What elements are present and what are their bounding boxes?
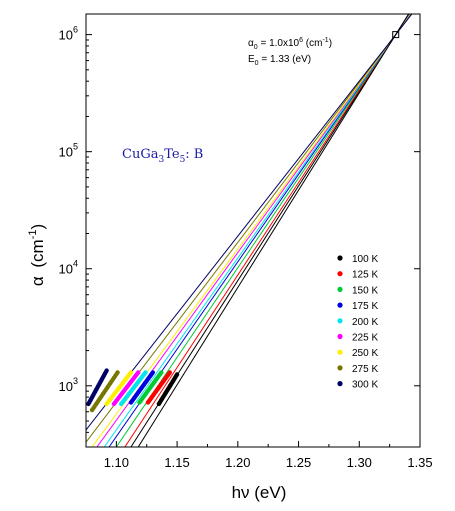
legend-marker-275-k bbox=[337, 365, 343, 371]
x-tick-label: 1.25 bbox=[286, 455, 311, 470]
legend-label: 275 K bbox=[352, 364, 378, 375]
y-tick-label: 106 bbox=[59, 25, 78, 43]
alpha0-unit-close: ) bbox=[329, 38, 332, 49]
alpha0-annotation: α0 = 1.0x106 (cm-1) bbox=[248, 37, 332, 51]
data-point bbox=[128, 370, 134, 375]
y-tick-label: 105 bbox=[59, 142, 78, 160]
alpha0-mid: = 1.0x10 bbox=[258, 38, 300, 49]
sample-label-main: CuGa bbox=[122, 147, 159, 162]
data-series-175-k bbox=[128, 370, 155, 405]
fit-line-extra bbox=[137, 14, 410, 447]
sample-label-sub1: 3 bbox=[158, 155, 164, 165]
legend-label: 250 K bbox=[352, 348, 378, 359]
e0-prefix: E bbox=[248, 54, 255, 65]
y-axis-title-unit-close: ) bbox=[28, 224, 47, 230]
e0-annotation: E0 = 1.33 (eV) bbox=[248, 54, 311, 67]
legend: 100 K 125 K 150 K 175 K 200 K 225 K 250 K 275 K… bbox=[337, 254, 378, 391]
x-axis-title: hν (eV) bbox=[232, 483, 287, 502]
legend-label: 200 K bbox=[352, 317, 378, 328]
data-series-225-k bbox=[111, 370, 141, 407]
sample-label-mid: Te bbox=[164, 147, 180, 162]
data-series-300-k bbox=[86, 368, 109, 407]
data-point bbox=[174, 372, 180, 377]
y-axis-title-unit: (cm bbox=[28, 239, 47, 267]
y-axis-title: α (cm-1) bbox=[27, 224, 47, 286]
data-series-250-k bbox=[104, 370, 134, 407]
alpha0-sub: 0 bbox=[254, 44, 258, 51]
y-tick-label: 104 bbox=[59, 259, 78, 277]
y-tick-label: 103 bbox=[59, 376, 78, 394]
legend-label: 225 K bbox=[352, 333, 378, 344]
data-series-100-k bbox=[156, 372, 180, 407]
data-point bbox=[167, 370, 173, 375]
fit-line-275-k bbox=[86, 14, 413, 443]
legend-marker-100-k bbox=[337, 255, 343, 261]
e0-sub: 0 bbox=[255, 60, 259, 67]
fit-lines-layer bbox=[86, 14, 413, 447]
y-axis-title-alpha: α bbox=[28, 276, 47, 286]
data-point bbox=[143, 370, 148, 375]
alpha0-prefix: α bbox=[248, 38, 254, 49]
legend-marker-150-k bbox=[337, 286, 343, 292]
fit-line-300-k bbox=[86, 14, 413, 431]
data-series-275-k bbox=[89, 370, 120, 413]
sample-label-sub2: 5 bbox=[180, 155, 186, 165]
sample-label: CuGa3Te5: B bbox=[122, 147, 203, 165]
legend-label: 125 K bbox=[352, 270, 378, 281]
data-point bbox=[136, 370, 141, 375]
legend-label: 300 K bbox=[352, 380, 378, 391]
plot-frame bbox=[85, 13, 421, 448]
data-point bbox=[159, 370, 164, 375]
alpha0-unit: (cm bbox=[303, 38, 322, 49]
legend-label: 175 K bbox=[352, 301, 378, 312]
legend-label: 100 K bbox=[352, 254, 378, 265]
fit-line-250-k bbox=[91, 14, 412, 447]
sample-label-end: : B bbox=[185, 147, 203, 162]
legend-marker-175-k bbox=[337, 302, 343, 308]
alpha0-exp: 6 bbox=[299, 37, 303, 44]
data-series-150-k bbox=[137, 370, 164, 405]
data-series-125-k bbox=[145, 370, 173, 405]
legend-marker-250-k bbox=[337, 349, 343, 355]
data-point bbox=[104, 368, 109, 373]
alpha0-unit-exp: -1 bbox=[322, 37, 328, 44]
y-axis-title-unit-exp: -1 bbox=[27, 230, 39, 240]
x-tick-label: 1.20 bbox=[225, 455, 250, 470]
x-tick-label: 1.35 bbox=[407, 455, 432, 470]
data-point bbox=[150, 370, 155, 375]
legend-marker-125-k bbox=[337, 271, 343, 277]
x-tick-label: 1.30 bbox=[347, 455, 372, 470]
data-points-layer bbox=[86, 368, 180, 413]
legend-marker-225-k bbox=[337, 333, 343, 340]
legend-marker-200-k bbox=[337, 318, 343, 324]
legend-marker-300-k bbox=[337, 381, 343, 387]
e0-rest: = 1.33 (eV) bbox=[259, 54, 312, 65]
data-series-200-k bbox=[119, 370, 148, 407]
data-point bbox=[115, 370, 120, 375]
axes-layer: 1.10 1.15 1.20 1.25 1.30 1.35 103 104 105 106 bbox=[59, 25, 433, 470]
x-tick-label: 1.10 bbox=[104, 455, 129, 470]
x-tick-label: 1.15 bbox=[164, 455, 189, 470]
y-axis-title-group: α (cm-1) bbox=[27, 224, 47, 286]
legend-label: 150 K bbox=[352, 285, 378, 296]
convergence-marker bbox=[392, 31, 400, 39]
